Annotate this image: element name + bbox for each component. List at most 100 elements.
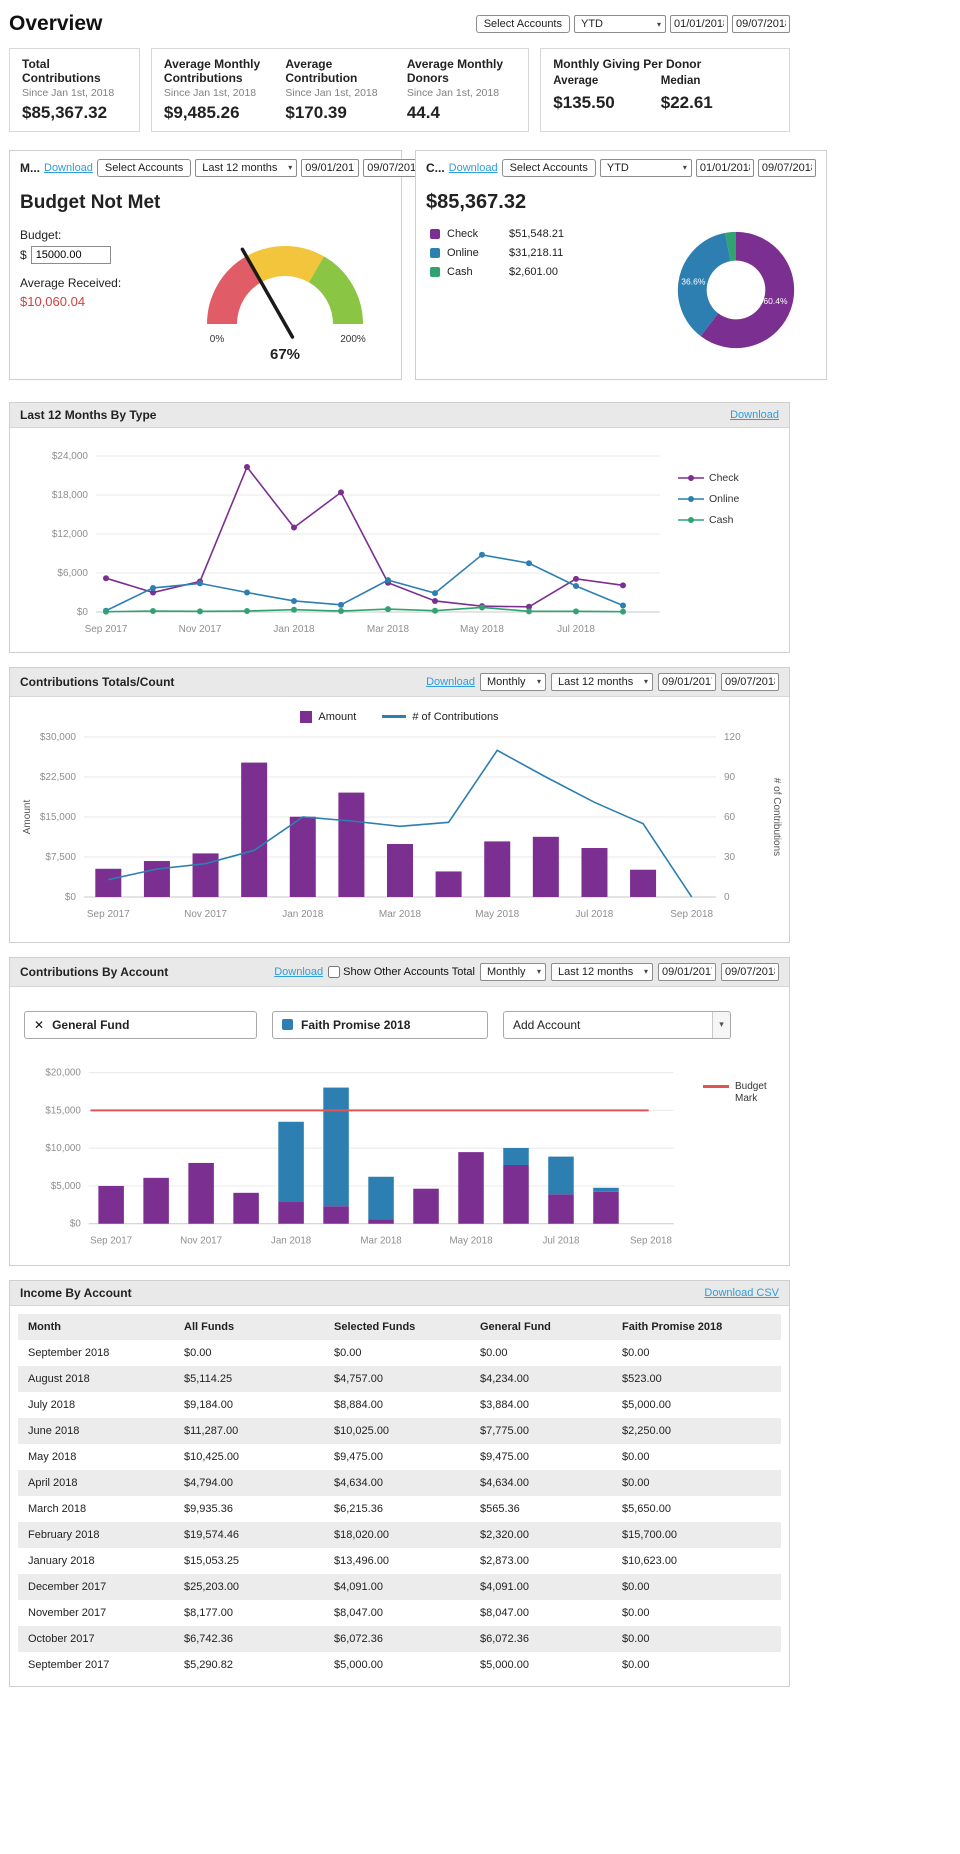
svg-text:30: 30 [724,852,736,863]
gauge-value-label: 67% [269,345,301,363]
svg-text:0%: 0% [210,334,225,345]
chevron-down-icon: ▾ [712,1011,730,1038]
svg-text:May 2018: May 2018 [475,909,519,920]
last-12-months-by-type-panel: Last 12 Months By Type Download $0 $6,000… [9,401,790,653]
type-panel-header: C... Download Select Accounts YTD ▾ [426,158,816,177]
chevron-down-icon: ▾ [643,677,648,687]
svg-text:200%: 200% [340,334,366,345]
download-csv-link[interactable]: Download CSV [704,1286,779,1299]
svg-text:$0: $0 [77,607,89,618]
budget-amount-input[interactable] [30,245,111,264]
interval-select[interactable]: Monthly ▾ [480,962,546,981]
amount-cell: $4,634.00 [470,1469,612,1496]
stat-label: Average [553,75,599,88]
stat-avg-monthly-contributions: Average Monthly Contributions Since Jan … [164,57,273,123]
end-date-input[interactable] [721,672,779,691]
period-select[interactable]: YTD ▾ [599,158,692,177]
download-link[interactable]: Download [730,408,779,421]
column-header: Month [18,1313,174,1340]
download-link[interactable]: Download [448,161,498,174]
column-header: All Funds [174,1313,324,1340]
currency-symbol: $ [20,247,27,262]
amount-cell: $19,574.46 [174,1521,324,1548]
period-select[interactable]: Last 12 months ▾ [551,672,653,691]
svg-text:$20,000: $20,000 [45,1067,81,1078]
per-donor-median: Median $22.61 [661,75,713,113]
chevron-down-icon: ▾ [288,163,293,173]
amount-cell: $2,250.00 [612,1417,781,1444]
type-panel-controls: Select Accounts YTD ▾ [501,158,816,177]
show-other-accounts-checkbox[interactable] [328,965,341,978]
stat-value: $85,367.32 [22,102,108,122]
month-cell: September 2017 [28,1658,110,1671]
select-accounts-button[interactable]: Select Accounts [501,158,596,177]
month-cell: September 2018 [28,1346,110,1359]
period-select-value: YTD [581,18,603,30]
overview-page: Overview Select Accounts YTD ▾ Total Con… [9,0,827,1687]
period-select-value: Last 12 months [202,161,278,174]
amount-cell: $0.00 [622,1346,650,1359]
panel-title: M... [20,160,40,175]
start-date-input[interactable] [658,962,716,981]
interval-select[interactable]: Monthly ▾ [480,672,546,691]
amount-cell: $7,775.00 [470,1417,612,1444]
budget-fields: Budget: $ Average Received: $10,060.04 [20,216,179,363]
month-cell: March 2018 [28,1502,87,1515]
stat-value: $22.61 [660,93,713,113]
budget-gauge-chart: 0% 200% [207,245,366,345]
contributions-by-account-panel: Contributions By Account Download Show O… [9,956,790,1266]
close-icon[interactable]: ✕ [34,1017,45,1032]
total-contributions-value: $85,367.32 [426,190,527,213]
svg-text:90: 90 [724,772,736,783]
svg-text:$0: $0 [70,1218,81,1229]
amount-cell: $15,700.00 [612,1521,781,1548]
download-link[interactable]: Download [426,675,475,688]
start-date-input[interactable] [695,158,754,177]
start-date-input[interactable] [670,15,728,33]
month-cell: August 2018 [18,1365,174,1392]
end-date-input[interactable] [732,15,790,33]
svg-text:Sep 2017: Sep 2017 [90,1235,132,1246]
legend-value: $2,601.00 [509,265,558,278]
stat-avg-contribution: Average Contribution Since Jan 1st, 2018… [285,57,394,123]
table-row: November 2017 $8,177.00 $8,047.00 $8,047.00… [18,1600,781,1626]
amount-cell: $13,496.00 [334,1554,390,1567]
period-select[interactable]: YTD ▾ [574,15,666,33]
add-account-select[interactable]: Add Account ▾ [503,1010,731,1039]
amount-cell: $4,234.00 [470,1365,612,1392]
budget-body: Budget: $ Average Received: $10,060.04 0… [20,216,391,363]
download-link[interactable]: Download [44,161,93,174]
topbar: Overview Select Accounts YTD ▾ [9,0,790,44]
legend-item: Online $31,218.11 [430,247,672,259]
legend-label: Budget Mark [735,1080,767,1105]
section-header: Contributions By Account Download Show O… [10,957,789,987]
amount-legend-swatch [300,710,313,723]
download-link[interactable]: Download [274,965,324,978]
period-select[interactable]: Last 12 months ▾ [551,962,653,981]
start-date-input[interactable] [658,672,716,691]
month-cell: November 2017 [28,1606,107,1619]
stat-value: $135.50 [553,93,615,113]
checkbox-label: Show Other Accounts Total [343,965,475,978]
start-date-input[interactable] [301,158,360,177]
end-date-input[interactable] [363,158,422,177]
table-row: December 2017 $25,203.00 $4,091.00 $4,091.0… [18,1573,781,1600]
global-controls: Select Accounts YTD ▾ [475,15,790,33]
svg-text:$5,000: $5,000 [51,1181,82,1192]
period-select[interactable]: Last 12 months ▾ [195,158,298,177]
average-received-label: Average Received: [20,275,122,290]
month-cell: October 2017 [18,1625,174,1652]
amount-cell: $6,072.36 [324,1625,470,1652]
section-title: Income By Account [20,1285,132,1300]
income-table-head-row: Month All Funds Selected Funds General Fund… [18,1313,781,1340]
end-date-input[interactable] [757,158,816,177]
amount-cell: $9,184.00 [184,1398,233,1411]
end-date-input[interactable] [721,962,779,981]
select-accounts-button[interactable]: Select Accounts [475,15,570,33]
svg-text:Mar 2018: Mar 2018 [360,1235,402,1246]
svg-text:60.4%: 60.4% [763,296,788,306]
select-accounts-button[interactable]: Select Accounts [96,158,192,177]
table-row: October 2017 $6,742.36 $6,072.36 $6,072.36 $… [18,1625,781,1652]
table-row: February 2018 $19,574.46 $18,020.00 $2,320.… [18,1521,781,1548]
svg-text:$12,000: $12,000 [52,529,89,540]
